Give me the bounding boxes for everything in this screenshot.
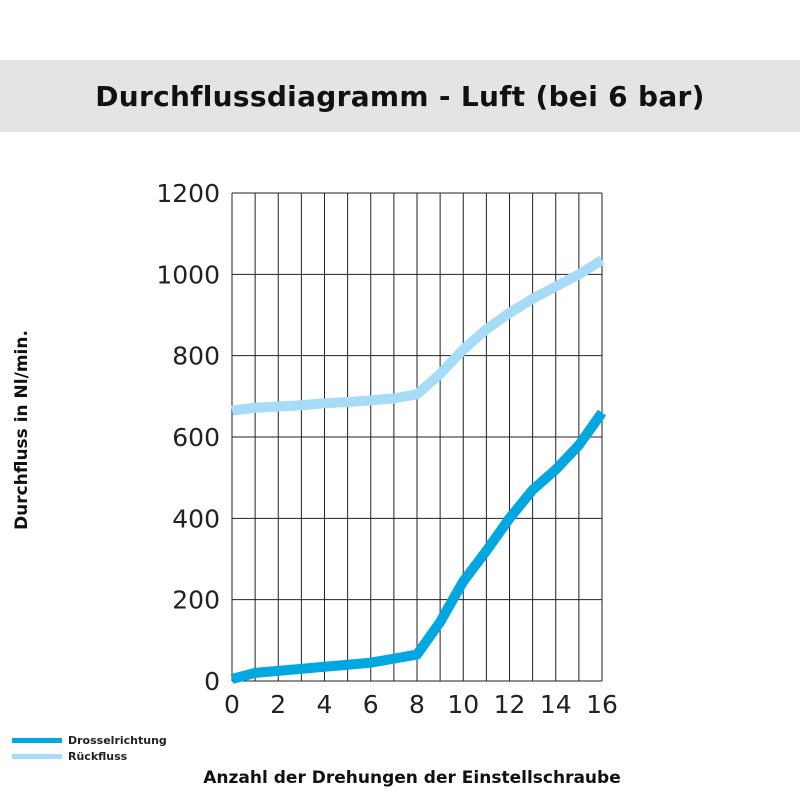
legend: Drosselrichtung Rückfluss [12, 732, 167, 764]
legend-swatch-drossel [12, 737, 62, 743]
y-tick-label: 1000 [156, 260, 220, 289]
x-tick-label: 6 [363, 690, 379, 719]
y-tick-label: 200 [172, 586, 220, 615]
grid [231, 192, 603, 682]
x-tick-label: 12 [494, 690, 526, 719]
x-tick-label: 8 [409, 690, 425, 719]
legend-item-rueck: Rückfluss [12, 748, 167, 764]
y-tick-label: 800 [172, 342, 220, 371]
x-tick-label: 16 [586, 690, 618, 719]
x-tick-label: 4 [317, 690, 333, 719]
x-axis-label: Anzahl der Drehungen der Einstellschraub… [203, 768, 621, 788]
chart-title: Durchflussdiagramm - Luft (bei 6 bar) [95, 79, 705, 113]
legend-label-drossel: Drosselrichtung [68, 733, 167, 747]
legend-swatch-rueck [12, 753, 62, 759]
legend-item-drossel: Drosselrichtung [12, 732, 167, 748]
tick-labels: 0 200 400 600 800 1000 1200 0 2 4 6 8 10 12 14 16 [156, 179, 618, 719]
y-tick-label: 600 [172, 423, 220, 452]
y-tick-label: 1200 [156, 179, 220, 208]
y-tick-label: 400 [172, 504, 220, 533]
series-lines [230, 255, 607, 684]
x-tick-label: 14 [540, 690, 572, 719]
legend-label-rueck: Rückfluss [68, 749, 128, 763]
x-tick-label: 2 [270, 690, 286, 719]
y-axis-label: Durchfluss in Nl/min. [12, 330, 32, 530]
series-line-drosselrichtung [230, 409, 607, 684]
x-tick-label: 0 [224, 690, 240, 719]
title-bar: Durchflussdiagramm - Luft (bei 6 bar) [0, 60, 800, 132]
series-line-rueckfluss [231, 255, 605, 416]
y-tick-label: 0 [204, 667, 220, 696]
x-tick-label: 10 [447, 690, 479, 719]
